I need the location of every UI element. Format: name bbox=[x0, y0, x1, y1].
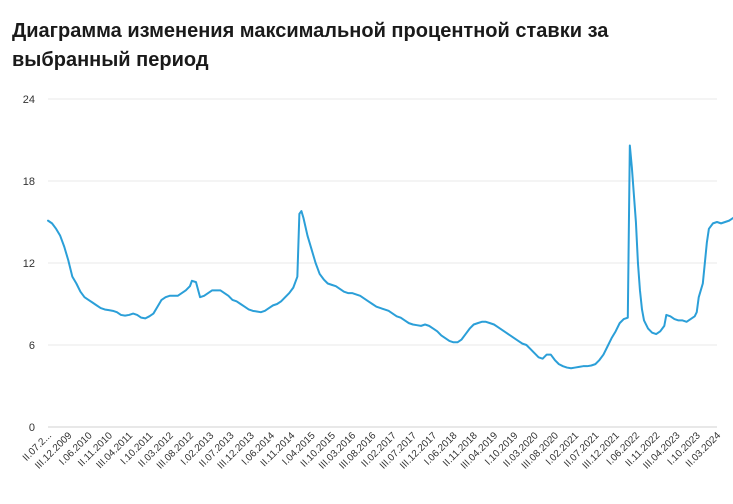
series-line-0 bbox=[47, 144, 733, 370]
y-tick-label: 0 bbox=[29, 422, 35, 434]
grid-lines bbox=[48, 98, 717, 428]
y-tick-label: 6 bbox=[29, 340, 35, 352]
chart-title: Диаграмма изменения максимальной процент… bbox=[12, 20, 609, 71]
y-axis-ticks: 0 6 12 18 24 bbox=[23, 94, 35, 434]
y-tick-label: 18 bbox=[23, 176, 35, 188]
series-layer bbox=[47, 144, 733, 370]
y-tick-label: 24 bbox=[23, 94, 35, 106]
y-tick-label: 12 bbox=[23, 258, 35, 270]
x-axis-ticks: II.07.2...III.12.2009I.06.2010II.11.2010… bbox=[21, 430, 724, 472]
